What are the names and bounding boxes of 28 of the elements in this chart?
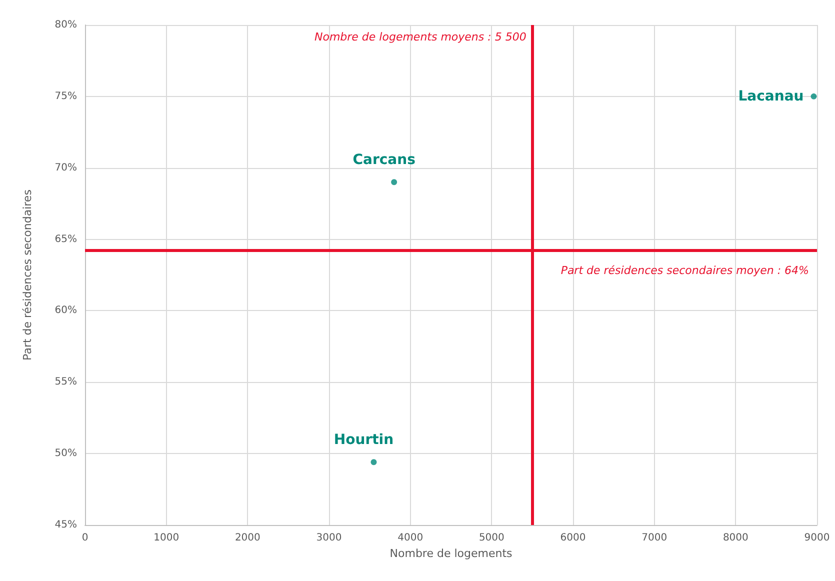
y-tick-label: 55% <box>54 376 77 388</box>
x-tick-label: 2000 <box>234 532 260 544</box>
y-tick-label: 80% <box>54 20 77 30</box>
ref-line-label: Part de résidences secondaires moyen : 64% <box>560 264 809 278</box>
y-tick-label: 60% <box>54 305 77 316</box>
y-tick-label: 65% <box>54 234 77 245</box>
annotation: Hourtin <box>334 432 394 448</box>
y-tick-label: 45% <box>54 520 77 530</box>
x-tick-label: 8000 <box>722 532 748 544</box>
x-tick-label: 5000 <box>478 532 504 544</box>
x-tick-label: 3000 <box>316 532 342 544</box>
x-tick-label: 6000 <box>560 532 586 544</box>
annotation: Carcans <box>352 152 416 168</box>
ref-line-label: Nombre de logements moyens : 5 500 <box>314 30 526 44</box>
point <box>391 179 398 186</box>
y-tick-label: 70% <box>54 162 77 174</box>
y-tick-label: 50% <box>54 448 77 460</box>
x-tick-label: 7000 <box>642 532 668 544</box>
point <box>370 459 377 466</box>
x-tick-label: 0 <box>82 532 88 544</box>
x-tick-label: 1000 <box>154 532 180 544</box>
y-tick-label: 75% <box>54 90 77 102</box>
x-axis-title: Nombre de logements <box>390 546 513 560</box>
point <box>810 93 817 100</box>
x-tick-label: 9000 <box>804 532 830 544</box>
annotation: Lacanau <box>738 88 804 104</box>
x-tick-label: 4000 <box>398 532 424 544</box>
y-axis-title: Part de résidences secondaires <box>21 189 34 360</box>
